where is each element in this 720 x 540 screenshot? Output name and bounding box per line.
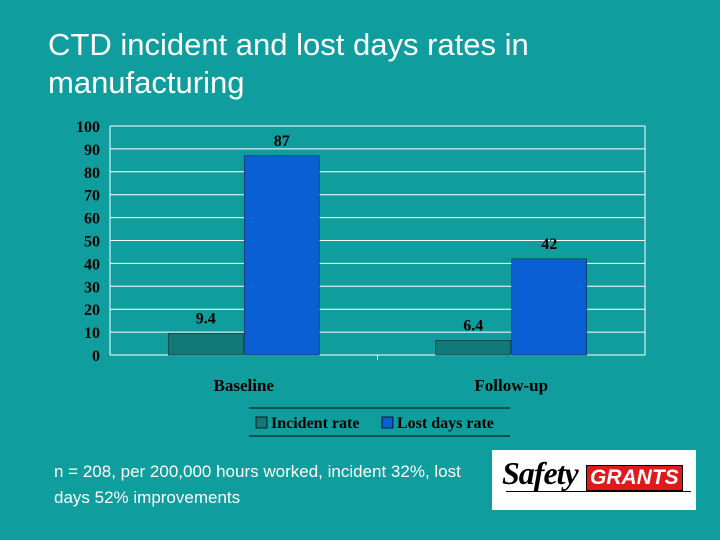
- y-tick-label: 80: [84, 165, 100, 182]
- legend-label: Lost days rate: [397, 415, 494, 432]
- bar: [435, 340, 512, 356]
- chart-legend: Incident rate Lost days rate: [249, 407, 510, 437]
- safetygrants-logo: Safety GRANTS: [492, 450, 696, 510]
- bar: [243, 155, 320, 356]
- y-tick-label: 90: [84, 142, 100, 159]
- y-tick-label: 50: [84, 234, 100, 251]
- y-tick-label: 40: [84, 256, 100, 273]
- bar-chart: 0 10 20 30 40 50 60 70 80 90 100 9.4 87 6.4 42 Baseli…: [76, 119, 646, 437]
- logo-tagline-rule: [506, 491, 691, 502]
- x-axis-categories: Baseline Follow-up: [214, 376, 549, 395]
- y-tick-label: 60: [84, 211, 100, 228]
- y-axis-ticks: 0 10 20 30 40 50 60 70 80 90 100: [76, 119, 100, 365]
- legend-swatch: [381, 416, 394, 429]
- legend-swatch: [255, 416, 268, 429]
- slide-title: CTD incident and lost days rates in manu…: [48, 27, 529, 100]
- x-category-label: Follow-up: [474, 376, 548, 395]
- y-tick-label: 20: [84, 302, 100, 319]
- logo-grants-text: GRANTS: [586, 465, 683, 491]
- y-tick-label: 0: [92, 348, 100, 365]
- data-labels: 9.4 87 6.4 42: [196, 133, 558, 335]
- data-label: 42: [541, 236, 557, 253]
- bar: [511, 258, 588, 356]
- bar: [167, 333, 244, 356]
- bars: [167, 155, 588, 356]
- y-tick-label: 30: [84, 279, 100, 296]
- legend-label: Incident rate: [271, 415, 359, 432]
- footnote: n = 208, per 200,000 hours worked, incid…: [54, 462, 461, 507]
- logo-safety-text: Safety: [502, 455, 579, 491]
- data-label: 87: [274, 133, 290, 150]
- data-label: 6.4: [463, 317, 483, 334]
- y-tick-label: 10: [84, 325, 100, 342]
- x-category-label: Baseline: [214, 376, 275, 395]
- data-label: 9.4: [196, 310, 216, 327]
- y-tick-label: 100: [76, 119, 100, 136]
- y-tick-label: 70: [84, 188, 100, 205]
